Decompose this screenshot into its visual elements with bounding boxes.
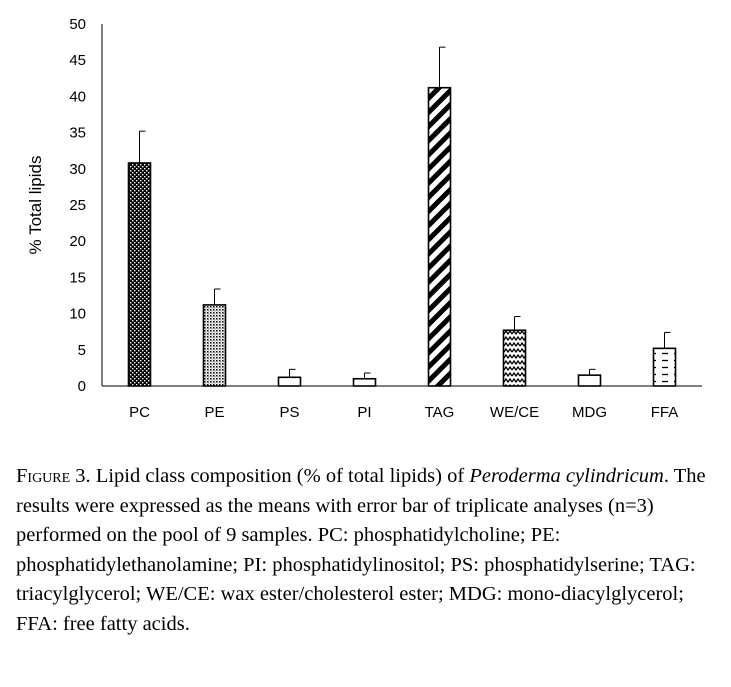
x-tick-label-pc: PC xyxy=(129,404,150,421)
x-tick-label-tag: TAG xyxy=(425,404,455,421)
species-name: Peroderma cylindricum xyxy=(469,465,664,487)
x-tick-label-pi: PI xyxy=(357,404,371,421)
figure-label: Figure 3. xyxy=(16,465,91,487)
y-tick-label: 40 xyxy=(69,88,86,105)
bar-pe xyxy=(202,304,227,387)
bars xyxy=(127,46,677,387)
figure-caption: Figure 3. Lipid class composition (% of … xyxy=(16,462,721,639)
bar-pc xyxy=(127,162,152,387)
bar-ps xyxy=(277,376,302,387)
y-tick-label: 50 xyxy=(69,16,86,33)
x-tick-label-ffa: FFA xyxy=(651,404,679,421)
y-tick-label: 5 xyxy=(78,342,86,359)
caption-text-part-1: Lipid class composition (% of total lipi… xyxy=(90,465,470,487)
bar-mdg xyxy=(577,374,602,387)
y-tick-label: 20 xyxy=(69,233,86,250)
bar-pi xyxy=(352,377,377,387)
y-tick-label: 15 xyxy=(69,269,86,286)
y-tick-label: 25 xyxy=(69,197,86,214)
y-axis-ticks: 0 5 10 15 20 25 30 35 40 45 50 xyxy=(69,16,86,395)
y-tick-label: 45 xyxy=(69,52,86,69)
y-axis-title: % Total lipids xyxy=(26,156,45,255)
y-tick-label: 30 xyxy=(69,161,86,178)
lipid-class-bar-chart: % Total lipids 0 5 10 15 20 25 30 35 40 45 50 PC PE… xyxy=(26,16,702,421)
y-tick-label: 10 xyxy=(69,306,86,323)
bar-we-ce xyxy=(502,329,527,387)
x-tick-label-pe: PE xyxy=(204,404,224,421)
bar-tag xyxy=(427,86,452,387)
y-tick-label: 0 xyxy=(78,378,86,395)
x-tick-label-ps: PS xyxy=(279,404,299,421)
caption-text-part-2: . The results were expressed as the mean… xyxy=(16,465,706,635)
x-tick-label-we-ce: WE/CE xyxy=(490,404,539,421)
y-tick-label: 35 xyxy=(69,125,86,142)
bar-ffa xyxy=(652,347,677,387)
x-axis-labels: PC PE PS PI TAG WE/CE MDG FFA xyxy=(129,404,678,421)
x-tick-label-mdg: MDG xyxy=(572,404,607,421)
